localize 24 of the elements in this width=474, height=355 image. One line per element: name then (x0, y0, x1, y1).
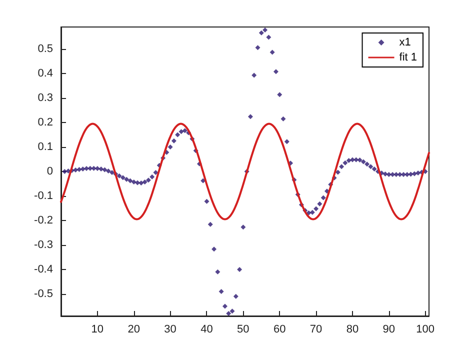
x-tick-label: 90 (382, 324, 396, 336)
y-tick-label: 0 (46, 166, 53, 178)
legend-label: x1 (399, 36, 411, 48)
x-tick-label: 40 (200, 324, 213, 336)
y-tick-label: 0.3 (38, 92, 53, 104)
y-tick-label: 0.5 (38, 43, 53, 56)
x-tick-label: 60 (273, 324, 286, 336)
x-tick-label: 100 (416, 324, 435, 336)
y-tick-label: -0.1 (34, 190, 53, 202)
x-tick-label: 10 (91, 324, 104, 336)
y-tick-label: 0.1 (38, 141, 53, 154)
y-tick-label: -0.2 (34, 214, 53, 226)
y-tick-label: -0.5 (34, 288, 53, 300)
y-tick-label: 0.2 (38, 116, 53, 129)
x-tick-label: 20 (128, 324, 140, 336)
y-tick-label: -0.3 (34, 238, 53, 251)
line-series (60, 122, 430, 220)
x-tick-label: 50 (237, 324, 250, 336)
y-tick-label: -0.4 (34, 263, 53, 276)
x-tick-label: 30 (164, 324, 176, 336)
x-tick-label: 80 (346, 324, 359, 336)
legend-label: fit 1 (399, 52, 418, 64)
x-tick-label: 70 (310, 324, 322, 336)
y-tick-label: 0.4 (38, 68, 53, 80)
